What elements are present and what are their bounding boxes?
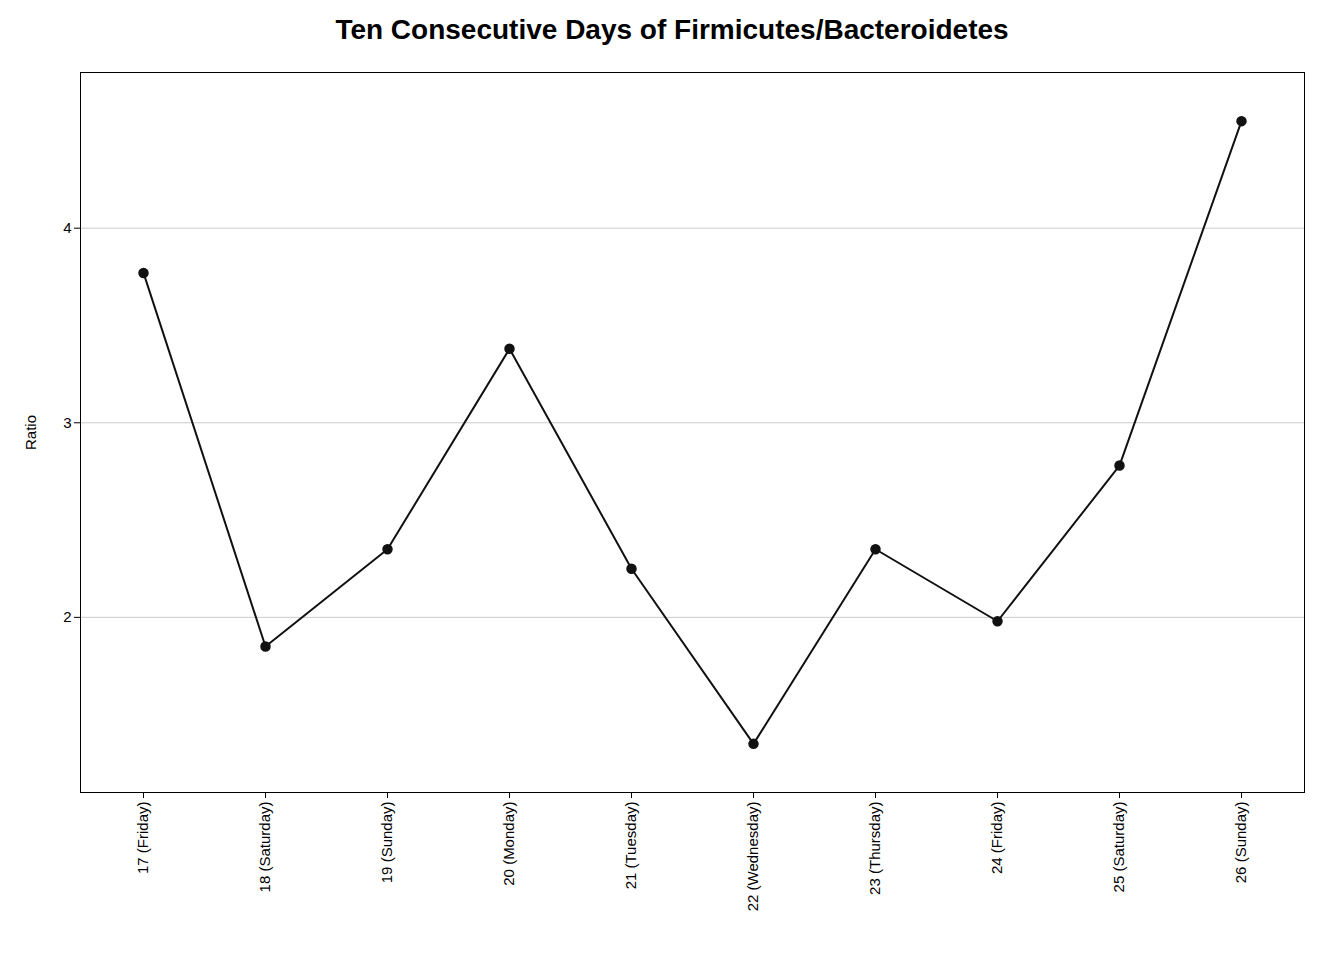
svg-text:22 (Wednesday): 22 (Wednesday) [744, 802, 761, 912]
svg-text:24 (Friday): 24 (Friday) [988, 802, 1005, 875]
svg-text:4: 4 [63, 219, 71, 236]
svg-text:3: 3 [63, 414, 71, 431]
svg-text:17 (Friday): 17 (Friday) [134, 802, 151, 875]
svg-text:26 (Sunday): 26 (Sunday) [1232, 801, 1249, 883]
svg-text:23 (Thursday): 23 (Thursday) [866, 802, 883, 895]
svg-text:19 (Sunday): 19 (Sunday) [378, 801, 395, 883]
svg-text:Ratio: Ratio [22, 415, 39, 450]
svg-text:2: 2 [63, 608, 71, 625]
svg-text:25 (Saturday): 25 (Saturday) [1110, 802, 1127, 893]
svg-text:21 (Tuesday): 21 (Tuesday) [622, 802, 639, 890]
svg-text:20 (Monday): 20 (Monday) [500, 802, 517, 886]
html-text:Ten Consecutive Days of Firmic: Ten Consecutive Days of Firmicutes/Bacte… [335, 14, 1009, 45]
svg-text:18 (Saturday): 18 (Saturday) [256, 802, 273, 893]
